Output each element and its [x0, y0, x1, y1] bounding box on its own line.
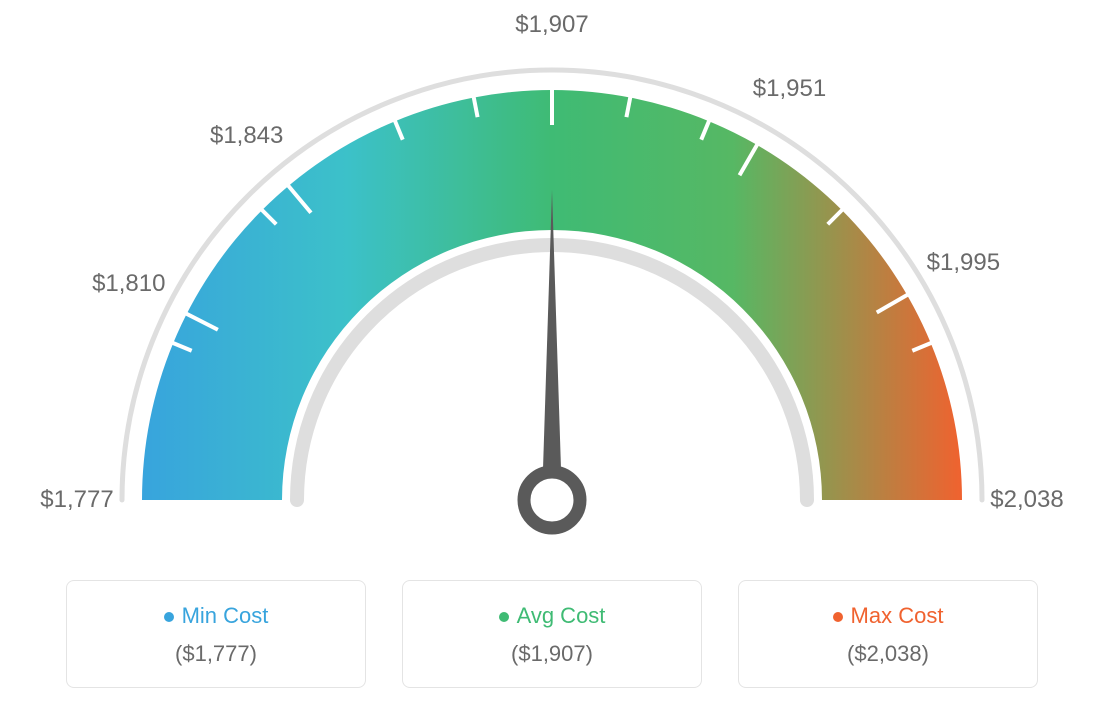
gauge-tick-label: $1,907	[515, 11, 588, 39]
legend-value: ($2,038)	[749, 641, 1027, 667]
legend-value: ($1,777)	[77, 641, 355, 667]
legend-card: Avg Cost ($1,907)	[402, 580, 702, 688]
legend-title-text: Max Cost	[851, 603, 944, 628]
legend-title: Max Cost	[749, 603, 1027, 629]
legend-dot-icon	[833, 612, 843, 622]
gauge-svg	[22, 20, 1082, 550]
legend-title-text: Min Cost	[182, 603, 269, 628]
legend-title: Min Cost	[77, 603, 355, 629]
legend-title-text: Avg Cost	[517, 603, 606, 628]
gauge-tick-label: $2,038	[990, 486, 1063, 514]
gauge-tick-label: $1,951	[753, 75, 826, 103]
legend-card: Min Cost ($1,777)	[66, 580, 366, 688]
legend-title: Avg Cost	[413, 603, 691, 629]
legend-row: Min Cost ($1,777) Avg Cost ($1,907) Max Cost…	[20, 580, 1084, 688]
gauge-tick-label: $1,995	[927, 249, 1000, 277]
legend-value: ($1,907)	[413, 641, 691, 667]
gauge-tick-label: $1,843	[210, 122, 283, 150]
gauge-tick-label: $1,777	[40, 486, 113, 514]
gauge-tick-label: $1,810	[92, 270, 165, 298]
legend-dot-icon	[499, 612, 509, 622]
legend-card: Max Cost ($2,038)	[738, 580, 1038, 688]
gauge-chart: $1,777$1,810$1,843$1,907$1,951$1,995$2,0…	[22, 20, 1082, 550]
gauge-needle-base	[524, 472, 580, 528]
legend-dot-icon	[164, 612, 174, 622]
